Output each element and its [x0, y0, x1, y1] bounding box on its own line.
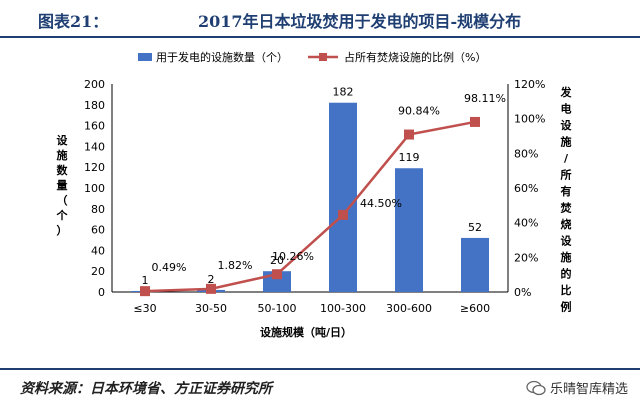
axis-title-char: 有 [561, 184, 572, 198]
x-tick: ≥600 [460, 302, 490, 315]
bar [329, 102, 357, 292]
y-right-tick: 100% [514, 113, 545, 126]
combo-chart: 用于发电的设施数量（个） 占所有焚烧设施的比例（%） 0 20 40 60 80… [56, 50, 573, 339]
y-left-tick: 100 [84, 182, 105, 195]
x-tick: ≤30 [133, 302, 156, 315]
line-value-label: 98.11% [464, 92, 506, 105]
y-left-tick: 200 [84, 78, 105, 91]
y-left-tick: 60 [91, 224, 105, 237]
x-tick: 100-300 [320, 302, 366, 315]
legend-line-label: 占所有焚烧设施的比例（%） [344, 50, 486, 64]
legend-bar-label: 用于发电的设施数量（个） [156, 50, 288, 64]
axis-title-char: 施 [561, 135, 572, 149]
line-marker [404, 129, 414, 140]
legend-line-marker [319, 53, 327, 61]
y-left-tick: 140 [84, 140, 105, 153]
axis-title-char: ） [57, 224, 68, 237]
axis-title-char: 比 [561, 283, 572, 297]
line-value-label: 1.82% [218, 259, 253, 272]
figure-footer: 资料来源：日本环境省、方正证券研究所 乐晴智库精选 [0, 368, 640, 405]
y-right-tick: 60% [514, 182, 538, 195]
line-value-label: 10.26% [272, 250, 314, 263]
axis-title-char: 个 [56, 208, 69, 222]
line-markers [140, 116, 480, 297]
y-right-ticks: 0% 20% 40% 60% 80% 100% 120% [514, 78, 545, 299]
y-left-tick: 160 [84, 120, 105, 133]
bar-value-label: 1 [142, 274, 149, 287]
axis-title-char: 所 [561, 168, 572, 182]
bar [395, 168, 423, 292]
line-marker [272, 269, 282, 280]
figure-header: 图表21： 2017年日本垃圾焚用于发电的项目-规模分布 [0, 0, 640, 38]
line-value-label: 0.49% [152, 261, 187, 274]
y-right-tick: 120% [514, 78, 545, 91]
line-marker [338, 209, 348, 220]
bar-value-label: 119 [399, 151, 420, 164]
bar-value-label: 52 [468, 221, 482, 234]
bar-value-labels: 1 2 20 182 119 52 [142, 86, 483, 287]
x-axis-title: 设施规模（吨/日） [260, 325, 352, 339]
bar-value-label: 182 [333, 86, 354, 99]
wechat-icon [526, 380, 546, 396]
axis-title-char: 电 [561, 102, 572, 116]
axis-title-char: / [564, 152, 569, 165]
axis-title-char: 量 [57, 179, 68, 192]
x-ticks: ≤30 30-50 50-100 100-300 300-600 ≥600 [133, 302, 490, 315]
axis-title-char: 烧 [561, 217, 572, 231]
x-tick: 300-600 [386, 302, 432, 315]
y-right-tick: 80% [514, 147, 538, 160]
y-left-title: 设施数量 （个 ） [56, 133, 69, 237]
axis-title-char: （ [57, 194, 68, 207]
y-left-tick: 120 [84, 161, 105, 174]
ratio-line [144, 120, 476, 293]
line-value-label: 90.84% [398, 105, 440, 118]
y-left-tick: 20 [91, 265, 105, 278]
x-tick: 50-100 [258, 302, 297, 315]
axis-title-char: 施 [57, 148, 68, 162]
source-note: 资料来源：日本环境省、方正证券研究所 [20, 381, 272, 397]
y-left-ticks: 0 20 40 60 80 100 120 140 160 180 200 [84, 78, 105, 299]
line-value-labels: 0.49% 1.82% 10.26% 44.50% 90.84% 98.11% [152, 92, 506, 274]
x-tick: 30-50 [195, 302, 227, 315]
figure-title: 2017年日本垃圾焚用于发电的项目-规模分布 [198, 12, 522, 31]
line-marker [140, 286, 150, 297]
axis-title-char: 设 [561, 118, 573, 132]
axis-title-char: 设 [561, 234, 573, 248]
line-marker [470, 116, 480, 127]
axis-title-char: 设 [57, 133, 69, 147]
line-value-label: 44.50% [360, 197, 402, 210]
axis-title-char: 例 [561, 300, 572, 314]
y-right-tick: 40% [514, 217, 538, 230]
y-left-tick: 80 [91, 203, 105, 216]
y-left-tick: 0 [98, 286, 105, 299]
axis-title-char: 的 [561, 267, 572, 281]
bar [461, 237, 489, 292]
y-right-tick: 20% [514, 251, 538, 264]
axis-title-char: 数 [57, 163, 69, 177]
legend-bar-swatch [138, 53, 152, 61]
bar-value-label: 20 [270, 254, 284, 267]
axis-title-char: 施 [561, 250, 572, 264]
axis-title-char: 焚 [560, 201, 572, 215]
figure-number: 图表21： [38, 12, 109, 31]
axis-title-char: 发 [560, 85, 573, 99]
y-left-tick: 40 [91, 244, 105, 257]
y-right-tick: 0% [514, 286, 531, 299]
line-marker [206, 283, 216, 294]
watermark-text: 乐晴智库精选 [549, 382, 628, 397]
y-left-tick: 180 [84, 99, 105, 112]
bar-value-label: 2 [208, 273, 215, 286]
watermark: 乐晴智库精选 [526, 378, 628, 397]
legend: 用于发电的设施数量（个） 占所有焚烧设施的比例（%） [138, 50, 486, 64]
